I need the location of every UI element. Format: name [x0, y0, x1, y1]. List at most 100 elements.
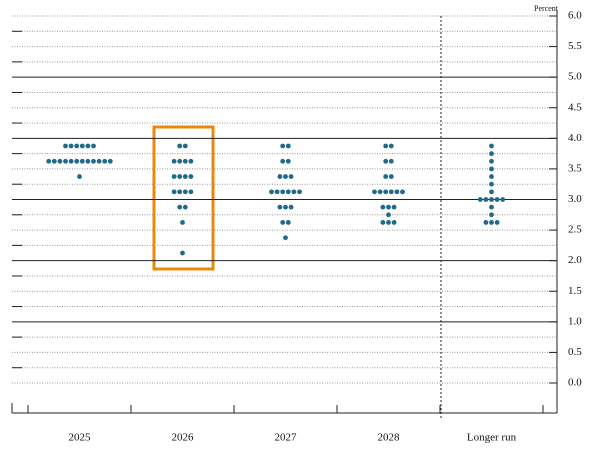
dot [377, 189, 383, 195]
dot [182, 189, 188, 195]
y-tick-label: 1.0 [568, 315, 582, 327]
dot [391, 204, 397, 210]
dot [63, 158, 68, 164]
dot [288, 204, 294, 210]
dot [280, 220, 286, 225]
dot [489, 151, 494, 157]
dot [68, 143, 74, 149]
highlight-box [152, 125, 215, 271]
x-tick-label: 2027 [275, 432, 298, 444]
dot [489, 158, 494, 164]
dot [180, 250, 185, 256]
dot [386, 212, 391, 218]
dot [489, 181, 494, 187]
dot [386, 220, 391, 225]
dot [51, 158, 57, 164]
x-tick-label: 2028 [378, 432, 401, 444]
dot [177, 189, 183, 195]
y-tick-label: 3.0 [568, 193, 582, 205]
x-tick-label: Longer run [467, 432, 517, 444]
dot [489, 143, 494, 149]
y-tick-label: 1.5 [568, 285, 582, 297]
dot [91, 143, 96, 149]
dot [171, 189, 177, 195]
dot [489, 204, 494, 210]
dot [283, 204, 288, 210]
dot [394, 189, 400, 195]
y-tick-label: 4.5 [568, 101, 582, 113]
x-tick-label: 2025 [69, 432, 92, 444]
dot [388, 174, 394, 179]
dot [269, 189, 274, 195]
x-tick-label: 2026 [172, 432, 195, 444]
dot [280, 189, 286, 195]
dot [188, 158, 194, 164]
dot [85, 143, 91, 149]
dot [79, 158, 85, 164]
dot [489, 220, 494, 225]
dot [489, 212, 494, 218]
dot [285, 158, 291, 164]
dot [500, 197, 506, 202]
dot [380, 204, 386, 210]
dot [489, 197, 494, 202]
dot [383, 174, 389, 179]
dot [400, 189, 405, 195]
dot [388, 143, 394, 149]
dot [494, 220, 500, 225]
dot [177, 158, 183, 164]
dot [277, 204, 283, 210]
dot [96, 158, 102, 164]
dot [171, 158, 177, 164]
dot [77, 174, 82, 179]
y-tick-label: 0.0 [568, 377, 582, 389]
y-axis-label: Percent [534, 4, 559, 13]
dot [277, 174, 283, 179]
dot [177, 204, 183, 210]
dot [68, 158, 74, 164]
dot [280, 143, 286, 149]
y-tick-label: 2.5 [568, 224, 582, 236]
dot [182, 158, 188, 164]
dot [107, 158, 113, 164]
dot [85, 158, 91, 164]
dot [483, 197, 489, 202]
dot [180, 220, 185, 225]
dot [489, 189, 494, 195]
dot [288, 174, 294, 179]
dot [494, 197, 500, 202]
dot [74, 143, 80, 149]
dot [372, 189, 377, 195]
dot [388, 189, 394, 195]
y-tick-label: 5.0 [568, 71, 582, 83]
dot [188, 174, 194, 179]
dot [177, 174, 183, 179]
y-tick-label: 5.5 [568, 40, 582, 52]
dot [188, 189, 194, 195]
dot [285, 143, 291, 149]
dot [386, 204, 391, 210]
dot [79, 143, 85, 149]
y-tick-label: 3.5 [568, 162, 582, 174]
dot [182, 174, 188, 179]
dot [274, 189, 280, 195]
dot [283, 174, 288, 179]
dot [291, 189, 297, 195]
dot [489, 166, 494, 172]
dot [91, 158, 96, 164]
dot [383, 158, 389, 164]
dot [489, 174, 494, 179]
dot [182, 204, 188, 210]
dot [57, 158, 63, 164]
dot [182, 143, 188, 149]
dot [383, 143, 389, 149]
dot [285, 220, 291, 225]
dot [391, 220, 397, 225]
dot [63, 143, 68, 149]
dot [297, 189, 302, 195]
dot [177, 143, 183, 149]
dot [46, 158, 52, 164]
y-tick-label: 0.5 [568, 346, 582, 358]
y-tick-label: 4.0 [568, 132, 582, 144]
